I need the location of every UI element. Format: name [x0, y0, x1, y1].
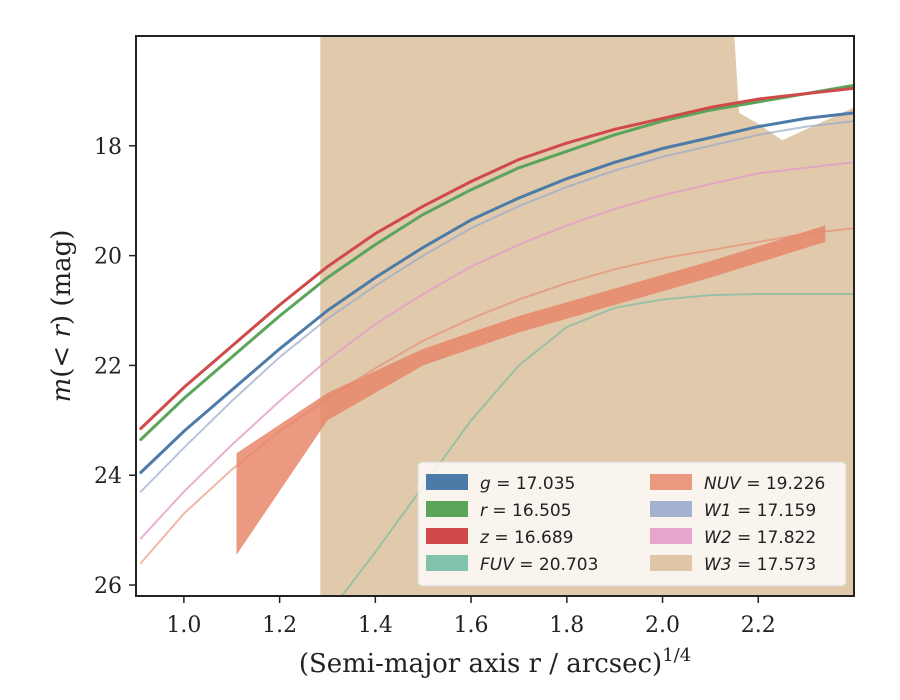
x-axis-label: (Semi-major axis r / arcsec)1/4	[299, 645, 691, 679]
legend-swatch-z	[426, 528, 468, 544]
series-line-r	[139, 83, 854, 441]
lines-layer	[139, 83, 854, 596]
series-line-z	[139, 86, 854, 430]
legend-label-r: r = 16.505	[480, 501, 572, 521]
legend-label-z: z = 16.689	[479, 528, 573, 548]
legend-label-w2: W2 = 17.822	[704, 528, 816, 548]
legend: g = 17.035 r = 16.505 z = 16.689 FUV = 20.7…	[417, 461, 847, 587]
series-line-g	[139, 111, 854, 474]
y-tick-label: 22	[94, 354, 122, 379]
legend-swatch-nuv	[650, 474, 692, 490]
legend-label-w3: W3 = 17.573	[704, 555, 816, 575]
y-axis: 18 20 22 24 26	[94, 135, 136, 599]
y-axis-label: m(< r) (mag)	[47, 230, 77, 403]
x-tick-label: 1.4	[358, 613, 393, 638]
legend-label-g: g = 17.035	[480, 474, 575, 494]
x-tick-label: 1.8	[549, 613, 584, 638]
y-tick-label: 26	[94, 574, 122, 599]
series-line-w2	[139, 161, 854, 540]
legend-box	[417, 461, 847, 587]
series-line-nuv	[139, 227, 854, 565]
x-axis: 1.0 1.2 1.4 1.6 1.8 2.0 2.2	[166, 596, 776, 638]
bands-layer	[236, 36, 854, 596]
legend-swatch-g	[426, 474, 468, 490]
series-line-w1	[139, 120, 854, 493]
legend-label-w1: W1 = 17.159	[704, 501, 816, 521]
legend-swatch-w3	[650, 555, 692, 571]
series-line-fuv	[340, 293, 854, 596]
y-tick-label: 20	[94, 245, 122, 270]
x-tick-label: 1.0	[166, 613, 201, 638]
x-tick-label: 1.6	[454, 613, 489, 638]
y-tick-label: 24	[94, 464, 122, 489]
x-tick-label: 2.0	[645, 613, 680, 638]
legend-swatch-fuv	[426, 555, 468, 571]
legend-swatch-w1	[650, 501, 692, 517]
legend-swatch-r	[426, 501, 468, 517]
x-tick-label: 1.2	[262, 613, 297, 638]
band-nuv	[236, 225, 826, 555]
y-tick-label: 18	[94, 135, 122, 160]
plot-frame	[135, 35, 855, 597]
x-tick-label: 2.2	[741, 613, 776, 638]
legend-label-nuv: NUV = 19.226	[704, 474, 825, 494]
band-w3	[320, 36, 854, 596]
legend-swatch-w2	[650, 528, 692, 544]
legend-label-fuv: FUV = 20.703	[480, 555, 598, 575]
